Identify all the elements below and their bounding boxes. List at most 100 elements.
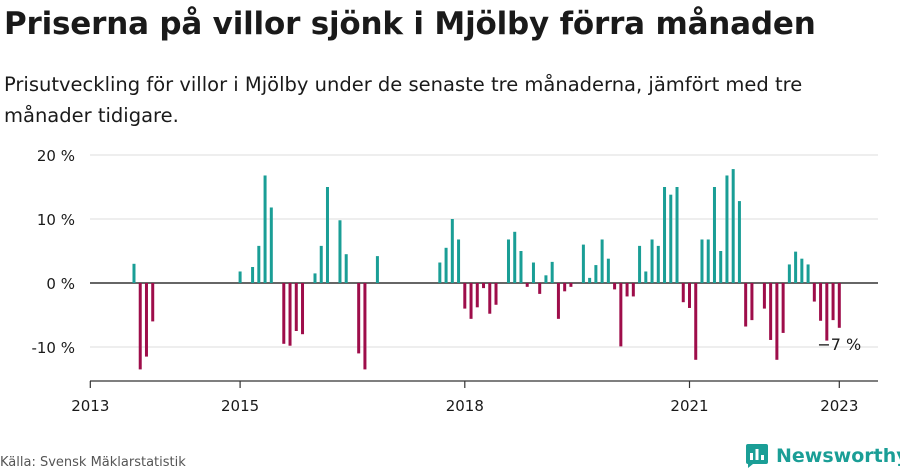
brand-name: Newsworthy [776, 445, 900, 467]
bar [688, 283, 691, 308]
bar [301, 283, 305, 335]
x-tick-label: 2023 [820, 397, 858, 415]
bar [638, 245, 642, 283]
bar [837, 283, 841, 328]
bar [513, 231, 517, 283]
bar [594, 265, 598, 283]
bar [775, 283, 779, 360]
bar [712, 187, 716, 283]
bar [787, 264, 791, 283]
bar [282, 283, 286, 344]
bar [631, 283, 635, 297]
bar [812, 283, 816, 302]
bar [613, 283, 617, 290]
bar [737, 201, 741, 283]
bar [581, 244, 585, 283]
bar [263, 175, 267, 283]
bar [506, 239, 510, 283]
bar [525, 283, 529, 287]
bar [450, 219, 454, 283]
brand-logo[interactable]: Newsworthy [745, 443, 900, 469]
bar [694, 283, 698, 360]
newsworthy-logo-icon [746, 444, 768, 468]
bar [675, 187, 679, 283]
bar [606, 258, 610, 283]
bar [438, 262, 442, 283]
bar [251, 267, 255, 283]
bar [463, 283, 467, 309]
latest-value-label: −7 % [817, 335, 861, 354]
bar [488, 283, 492, 314]
bar [294, 283, 298, 331]
bar [719, 251, 723, 283]
bar [444, 247, 448, 283]
bar [806, 264, 810, 283]
bar [706, 239, 710, 283]
bar [725, 175, 729, 283]
bar [531, 262, 535, 283]
bar [744, 283, 748, 327]
bar [375, 256, 379, 283]
bar [825, 283, 829, 341]
bar [569, 283, 573, 287]
bar [469, 283, 473, 319]
bar [238, 271, 242, 283]
gridlines [90, 154, 878, 348]
bar [482, 283, 486, 289]
bar [556, 283, 560, 319]
x-tick-label: 2021 [670, 397, 708, 415]
bar [475, 283, 479, 308]
bar [831, 283, 835, 321]
bar [313, 273, 317, 283]
bar [819, 283, 823, 321]
bar [769, 283, 773, 340]
bar [494, 283, 498, 305]
bar [288, 283, 292, 346]
bar [257, 245, 261, 283]
bar [656, 245, 660, 283]
bar [650, 239, 654, 283]
bar [550, 261, 554, 283]
bar [538, 283, 542, 294]
bar [794, 251, 798, 283]
bar [344, 254, 348, 283]
x-tick-label: 2013 [71, 397, 109, 415]
y-tick-label: 10 % [37, 211, 75, 229]
bar [588, 277, 592, 283]
bar [681, 283, 685, 303]
bar [138, 283, 142, 370]
bar [325, 187, 329, 283]
bar [731, 169, 735, 283]
y-tick-label: 0 % [46, 275, 75, 293]
bar [800, 258, 804, 283]
bar [619, 283, 623, 347]
page-title: Priserna på villor sjönk i Mjölby förra … [4, 6, 816, 42]
bar [700, 239, 704, 283]
bar [669, 194, 673, 283]
bar [781, 283, 785, 333]
bar [357, 283, 361, 354]
bar [144, 283, 148, 357]
bar [600, 239, 604, 283]
axes: -10 % 0 % 10 % 20 % 2013 2015 2018 2021 2023 −7 % [31, 147, 878, 415]
page-subtitle: Prisutveckling för villor i Mjölby under… [4, 73, 803, 127]
bars [132, 169, 841, 370]
bar [151, 283, 155, 322]
bar [762, 283, 766, 309]
bar [519, 251, 523, 283]
bar [663, 187, 667, 283]
bar [319, 245, 323, 283]
bar [644, 271, 648, 283]
y-tick-label: -10 % [31, 339, 75, 357]
bar [338, 220, 342, 283]
bar [132, 263, 136, 283]
bar [563, 283, 567, 292]
bar [269, 207, 273, 283]
bar [363, 283, 367, 370]
bar [750, 283, 754, 321]
x-tick-label: 2015 [221, 397, 259, 415]
bar [625, 283, 629, 297]
bar [457, 239, 461, 283]
x-tick-label: 2018 [446, 397, 484, 415]
